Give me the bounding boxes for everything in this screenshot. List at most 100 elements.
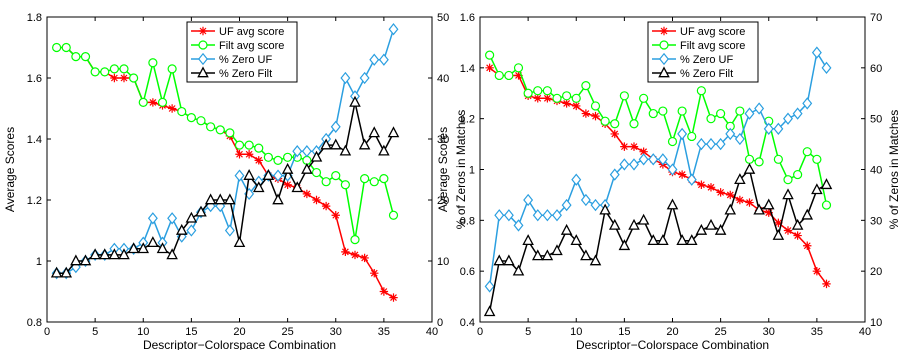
data-point-triangle [580,249,592,261]
data-point-circle [590,101,601,111]
data-point-triangle [666,198,679,210]
data-point-diamond [725,127,736,141]
data-point-triangle [310,150,323,162]
y2-tick-label: 20 [870,266,882,278]
data-point-triangle [541,249,554,261]
data-point-circle [254,143,264,153]
x-tick-label: 0 [477,326,483,338]
chart-2: 0 5 10 15 20 25 30 35 40 0.4 0.6 0.8 1 1.2 1.4 1.6 10 20 3… [436,12,901,350]
data-point-asterisk [745,198,754,207]
data-point-asterisk [119,73,129,83]
data-point-diamond [167,212,178,225]
x-tick-label: 10 [137,326,149,338]
data-point-diamond [590,198,601,212]
data-point-triangle [531,249,544,261]
data-point-triangle [233,236,246,248]
legend-label: % Zero Filt [680,68,733,80]
y-tick-label: 1.8 [27,12,42,24]
data-point-triangle [820,178,833,190]
data-point-triangle [801,208,814,220]
data-point-triangle [329,138,342,150]
data-point-triangle [676,234,688,246]
data-point-asterisk [706,183,716,192]
data-point-triangle [147,236,159,248]
data-point-asterisk [803,241,812,250]
data-point-diamond [734,132,745,146]
data-point-circle [119,64,129,74]
y2-tick-label: 50 [870,114,882,126]
y2-tick-label: 60 [870,63,882,75]
y-tick-label: 1.4 [27,134,42,146]
data-point-triangle [378,144,390,156]
data-point-triangle [70,254,82,266]
data-point-diamond [532,209,543,222]
data-point-circle [129,73,139,83]
data-point-triangle [358,138,371,150]
data-point-triangle [762,198,775,210]
data-point-triangle [685,234,698,246]
data-point-asterisk [379,287,389,296]
data-point-diamond [234,169,245,182]
data-point-circle [639,93,649,103]
legend-label: UF avg score [219,26,284,38]
data-point-circle [71,52,81,62]
data-point-asterisk [485,63,494,73]
data-point-diamond [292,145,303,158]
data-point-circle [138,97,148,108]
x-tick-label: 15 [618,326,630,338]
data-point-circle [157,97,168,108]
series-line [56,46,394,299]
data-point-diamond [706,137,716,151]
data-point-triangle [782,188,794,200]
data-point-asterisk [331,211,340,220]
data-point-asterisk [283,180,292,189]
data-point-circle [629,119,639,129]
data-point-diamond [677,127,688,141]
data-point-circle [706,114,716,124]
data-point-triangle [301,162,313,174]
data-point-asterisk [591,111,600,121]
y-tick-label: 1 [469,165,475,177]
data-point-triangle [705,218,717,230]
data-point-triangle [483,305,496,317]
data-point-circle [658,106,668,116]
data-point-diamond [503,209,514,222]
data-point-circle [754,157,764,167]
data-point-circle [533,86,543,96]
data-point-asterisk [572,101,581,111]
data-point-asterisk [312,195,321,205]
data-point-triangle [560,223,573,235]
series--zero-filt [50,95,400,278]
data-point-circle [648,108,658,119]
data-point-triangle [714,223,727,235]
legend-marker-circle [659,40,669,50]
x-tick-label: 35 [811,326,823,338]
data-point-triangle [618,239,631,251]
data-point-diamond [638,153,649,166]
x-axis-label: Descriptor−Colorspace Combination [143,338,336,350]
y2-axis-label: % of Zeros in Matches [454,110,468,229]
data-point-triangle [195,205,207,217]
legend: UF avg score Filt avg score % Zero UF % Zer… [647,21,759,83]
y-tick-label: 1.4 [460,63,475,75]
data-point-triangle [503,254,515,266]
data-point-circle [206,122,216,132]
data-point-asterisk [726,190,735,200]
x-tick-label: 5 [525,326,531,338]
data-point-triangle [185,211,198,223]
data-point-circle [369,177,379,187]
data-point-asterisk [350,250,360,260]
x-tick-label: 10 [570,326,582,338]
data-point-triangle [368,126,381,138]
data-point-triangle [657,234,669,246]
legend-label: Filt avg score [680,40,745,52]
data-point-asterisk [389,293,398,302]
data-point-triangle [570,234,583,246]
legend-label: % Zero Filt [219,68,272,80]
data-point-diamond [783,112,793,125]
chart-1: 0 5 10 15 20 25 30 35 40 0.8 1 1.2 1.4 1.6 1.8 0 10 20 30 4… [3,12,468,350]
y-tick-label: 1.2 [27,195,42,207]
data-point-asterisk [697,180,706,189]
data-point-diamond [667,163,678,176]
data-point-diamond [571,173,582,186]
